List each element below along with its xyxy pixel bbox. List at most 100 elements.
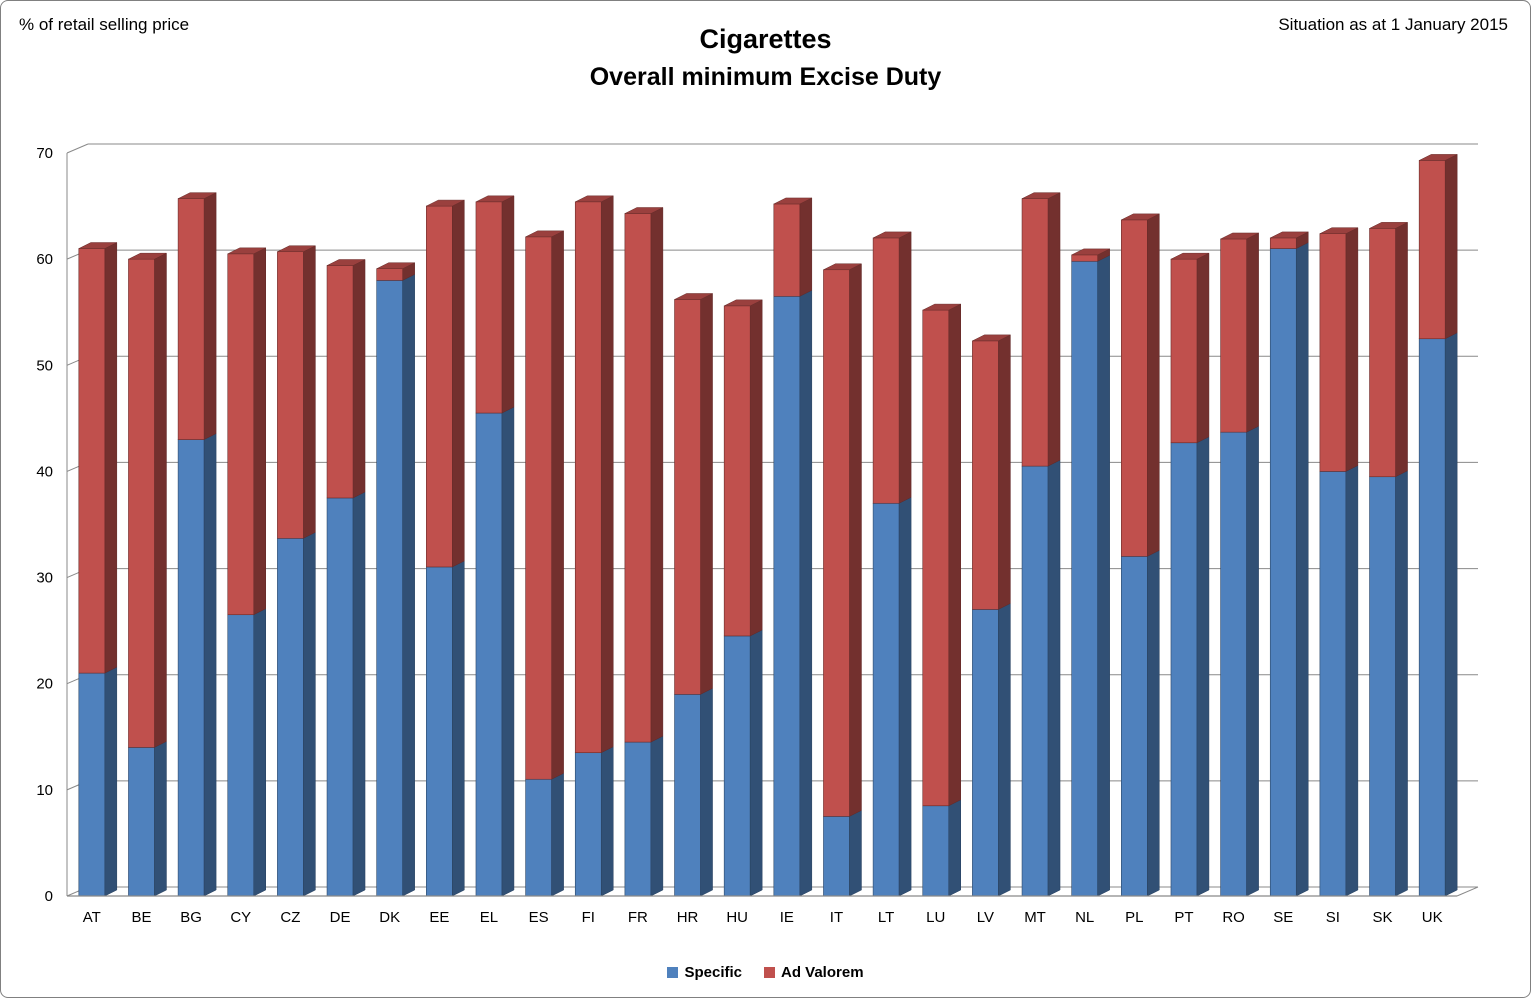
bar-top-ad-valorem-LV (972, 334, 1011, 342)
bar-segment-ad-valorem-BG (177, 198, 205, 440)
y-axis-label: 30 (36, 570, 53, 587)
bar-side-specific-DE (352, 491, 366, 897)
x-axis-label: DK (379, 909, 400, 926)
bar-top-ad-valorem-EE (426, 199, 465, 207)
bar-segment-ad-valorem-CZ (277, 251, 304, 539)
bar-side-specific-HR (700, 687, 713, 897)
bar-segment-specific-DE (326, 497, 354, 897)
bar-side-ad-valorem-HU (749, 299, 763, 637)
bar-IE (773, 197, 813, 897)
x-axis-label: LU (926, 909, 945, 926)
bar-top-ad-valorem-BG (177, 192, 217, 199)
bar-side-specific-SK (1395, 470, 1408, 897)
bar-top-ad-valorem-PL (1121, 213, 1160, 221)
y-axis-label: 70 (36, 145, 53, 162)
bar-segment-ad-valorem-LU (922, 309, 950, 807)
bar-AT (78, 242, 118, 897)
legend-label-ad-valorem: Ad Valorem (781, 964, 864, 981)
bar-top-ad-valorem-SK (1369, 222, 1408, 229)
bar-NL (1071, 248, 1110, 897)
y-axis-label: 40 (36, 463, 53, 480)
bar-top-ad-valorem-DK (376, 262, 415, 269)
bar-side-ad-valorem-IT (849, 263, 862, 817)
bar-segment-ad-valorem-AT (78, 248, 106, 674)
bar-BE (128, 252, 167, 897)
bar-side-specific-LT (898, 496, 912, 897)
floor-right-edge (1456, 886, 1479, 897)
bar-side-specific-LV (998, 603, 1011, 897)
bar-FR (624, 207, 664, 897)
bar-side-specific-IE (799, 289, 813, 897)
x-axis-label: RO (1222, 909, 1245, 926)
bar-segment-specific-FI (574, 752, 602, 897)
bar-segment-specific-EE (426, 566, 453, 897)
y-axis-label: 50 (36, 357, 53, 374)
bar-side-specific-DK (402, 273, 415, 897)
bar-side-specific-MT (1047, 459, 1061, 897)
bar-PL (1121, 213, 1160, 897)
bar-segment-specific-LU (922, 805, 950, 897)
x-axis-label: FR (628, 909, 648, 926)
bar-segment-ad-valorem-ES (525, 236, 552, 780)
bar-side-specific-IT (849, 809, 862, 897)
bar-RO (1220, 232, 1259, 897)
bar-side-ad-valorem-EE (452, 199, 465, 568)
x-axis-label: CZ (280, 909, 300, 926)
bar-top-ad-valorem-BE (128, 252, 167, 260)
x-axis-label: BE (131, 909, 151, 926)
bar-side-ad-valorem-BG (203, 192, 217, 440)
bar-top-ad-valorem-LT (872, 231, 912, 239)
bar-segment-ad-valorem-DK (376, 268, 403, 281)
x-axis-label: NL (1075, 909, 1094, 926)
bar-SE (1269, 231, 1309, 897)
bar-segment-specific-FR (624, 741, 652, 897)
bar-top-ad-valorem-EL (475, 195, 515, 203)
bar-segment-specific-EL (475, 412, 503, 897)
bar-SK (1369, 221, 1408, 897)
bar-segment-specific-HR (674, 694, 701, 897)
x-axis-label: DE (330, 909, 351, 926)
bar-segment-specific-SK (1369, 476, 1396, 897)
bar-segment-specific-SI (1319, 471, 1347, 897)
bar-top-ad-valorem-LU (922, 303, 961, 311)
bar-side-ad-valorem-AT (104, 242, 118, 674)
bar-segment-ad-valorem-BE (128, 258, 155, 748)
bar-segment-specific-PT (1170, 442, 1198, 897)
bar-segment-specific-IE (773, 295, 801, 897)
bar-side-ad-valorem-SI (1345, 227, 1359, 472)
bar-top-ad-valorem-NL (1071, 248, 1110, 256)
bar-UK (1418, 154, 1458, 897)
bar-side-ad-valorem-UK (1444, 154, 1458, 340)
bar-side-ad-valorem-IE (799, 197, 813, 297)
bar-top-ad-valorem-RO (1220, 232, 1259, 240)
y-axis-label: 20 (36, 676, 53, 693)
bar-side-specific-NL (1097, 254, 1110, 897)
bar-side-specific-CY (253, 608, 266, 897)
legend-swatch-ad-valorem-icon (764, 967, 775, 978)
bar-segment-specific-BG (177, 439, 205, 897)
bar-segment-specific-LT (872, 502, 900, 897)
chart-subtitle: Overall minimum Excise Duty (589, 62, 942, 91)
x-axis-label: MT (1024, 909, 1046, 926)
bar-segment-ad-valorem-EL (475, 201, 503, 414)
x-axis-label: PT (1174, 909, 1193, 926)
bar-side-specific-HU (749, 629, 763, 897)
y-axis-label: 0 (45, 888, 53, 905)
bar-segment-ad-valorem-RO (1220, 238, 1247, 433)
chart-title: Cigarettes (699, 24, 832, 54)
bar-segment-ad-valorem-HU (723, 305, 751, 637)
bar-top-ad-valorem-SE (1270, 231, 1309, 239)
bar-side-ad-valorem-FI (601, 195, 614, 754)
bar-DK (376, 262, 415, 897)
legend-item-ad-valorem: Ad Valorem (764, 964, 864, 981)
bar-top-ad-valorem-SI (1319, 227, 1359, 234)
bar-top-ad-valorem-FI (575, 195, 614, 203)
bar-side-ad-valorem-LT (898, 231, 912, 504)
bar-CZ (277, 245, 316, 897)
bar-LU (922, 303, 961, 897)
bar-BG (177, 192, 217, 897)
bar-EE (426, 199, 465, 897)
bar-side-ad-valorem-ES (551, 230, 564, 780)
bar-top-ad-valorem-PT (1170, 252, 1210, 260)
